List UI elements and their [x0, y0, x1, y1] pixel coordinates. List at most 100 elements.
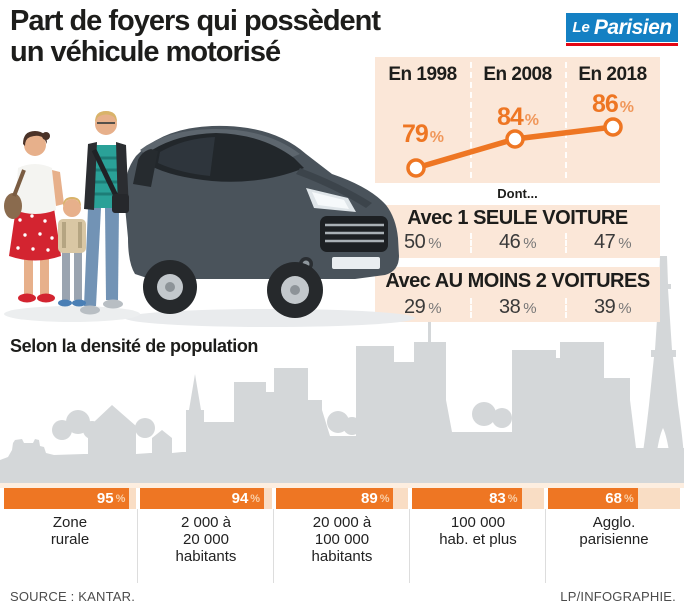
percent-sign: %	[429, 129, 444, 146]
man-leg	[105, 208, 119, 300]
skyline-path	[0, 342, 684, 483]
percent-sign: %	[250, 492, 261, 505]
percent-sign: %	[379, 492, 390, 505]
family-shadow	[4, 306, 140, 322]
column-separator	[565, 298, 567, 318]
le-parisien-logo: Le Parisien	[566, 13, 678, 46]
bar-100000-plus: 83%	[412, 488, 544, 509]
column-separator	[565, 233, 567, 253]
headlight-inner	[312, 192, 349, 209]
hood-line	[296, 168, 372, 208]
bar-value: 95	[96, 490, 114, 507]
antenna	[428, 318, 431, 344]
label-100000-plus: 100 000 hab. et plus	[439, 514, 517, 548]
woman-hair-bun	[42, 132, 50, 140]
title-line-2: un véhicule motorisé	[10, 36, 281, 68]
man-shoe	[80, 305, 100, 315]
percent-sign: %	[523, 300, 537, 317]
two-cars-header: Avec AU MOINS 2 VOITURES	[385, 270, 650, 292]
bar-value: 89	[361, 490, 378, 507]
percent-sign: %	[618, 235, 632, 252]
two-cars-panel: Avec AU MOINS 2 VOITURES 29% 38% 39%	[375, 267, 660, 322]
percent-sign: %	[618, 300, 632, 317]
column-separator	[470, 298, 472, 318]
one-car-header: Avec 1 SEULE VOITURE	[407, 207, 628, 229]
value-label-2008: 84%	[470, 103, 565, 132]
man-jacket	[84, 142, 97, 210]
messenger-strap	[91, 148, 121, 202]
value: 50	[403, 231, 426, 253]
title-line-1: Part de foyers qui possèdent	[10, 5, 381, 37]
child-leg	[74, 250, 82, 300]
value: 39	[593, 296, 616, 318]
tree	[472, 402, 496, 426]
rear-hub	[165, 282, 175, 292]
woman-hair	[23, 131, 47, 146]
woman-arm	[52, 170, 64, 206]
logo-word-le: Le	[572, 19, 590, 36]
tree	[83, 421, 101, 439]
infographic-credit: LP/INFOGRAPHIE.	[560, 589, 676, 604]
car-roof-highlight	[140, 128, 300, 158]
eiffel-tower	[642, 256, 684, 458]
value: 47	[593, 231, 616, 253]
man-jacket	[116, 142, 129, 210]
side-window	[133, 149, 158, 187]
column-divider	[409, 509, 410, 583]
tree	[492, 408, 512, 428]
dont-label: Dont...	[497, 186, 538, 201]
value: 46	[498, 231, 521, 253]
child-shoe	[72, 299, 86, 307]
percent-sign: %	[507, 492, 518, 505]
line-chart-panel: En 1998 En 2008 En 2018 79% 84% 86%	[375, 57, 660, 183]
value: 29	[403, 296, 426, 318]
logo-box: Le Parisien	[566, 13, 678, 42]
year-header-1998: En 1998	[388, 64, 457, 85]
child-head	[63, 199, 81, 217]
tree	[343, 417, 361, 435]
year-header-2008: En 2008	[483, 64, 552, 85]
page-title: Part de foyers qui possèdent un véhicule…	[10, 5, 381, 68]
woman-leg	[24, 253, 33, 295]
percent-sign: %	[623, 492, 634, 505]
man	[80, 111, 129, 315]
bar-value: 68	[605, 490, 622, 507]
one-car-panel: Avec 1 SEULE VOITURE 50% 46% 47%	[375, 205, 660, 258]
two-cars-2018: 39%	[565, 296, 660, 319]
car-shadow	[125, 309, 415, 327]
logo-word-parisien: Parisien	[593, 15, 672, 39]
percent-sign: %	[523, 235, 537, 252]
skirt-dots	[16, 214, 54, 252]
license-plate	[332, 257, 380, 269]
label-20000-100000: 20 000 à 100 000 habitants	[311, 514, 373, 565]
messenger-bag	[112, 194, 129, 213]
bar-20000-100000: 89%	[276, 488, 408, 509]
value-2008: 84	[496, 103, 524, 131]
two-cars-1998: 29%	[375, 296, 470, 319]
column-divider	[545, 509, 546, 583]
woman-head	[24, 134, 46, 156]
label-zone-rurale: Zone rurale	[50, 514, 90, 548]
data-point-2018	[603, 117, 623, 137]
bag-strap	[12, 169, 26, 197]
handbag	[4, 193, 22, 219]
peach-strip	[0, 483, 684, 488]
density-section-title: Selon la densité de population	[10, 336, 259, 356]
year-header-2018: En 2018	[578, 64, 647, 85]
percent-sign: %	[524, 112, 539, 129]
woman-shoe	[37, 293, 55, 303]
bar-value: 83	[489, 490, 506, 507]
trend-line-chart	[406, 117, 623, 178]
value-label-2018: 86%	[565, 90, 660, 119]
column-separator	[470, 233, 472, 253]
woman	[4, 131, 64, 303]
woman-leg	[40, 253, 49, 295]
column-divider	[137, 509, 138, 583]
two-cars-2008: 38%	[470, 296, 565, 319]
woman-top	[15, 164, 56, 214]
city-skyline-silhouette	[0, 256, 684, 483]
woman-skirt	[9, 208, 61, 261]
column-separator	[470, 62, 472, 178]
grille-bars	[325, 223, 384, 243]
